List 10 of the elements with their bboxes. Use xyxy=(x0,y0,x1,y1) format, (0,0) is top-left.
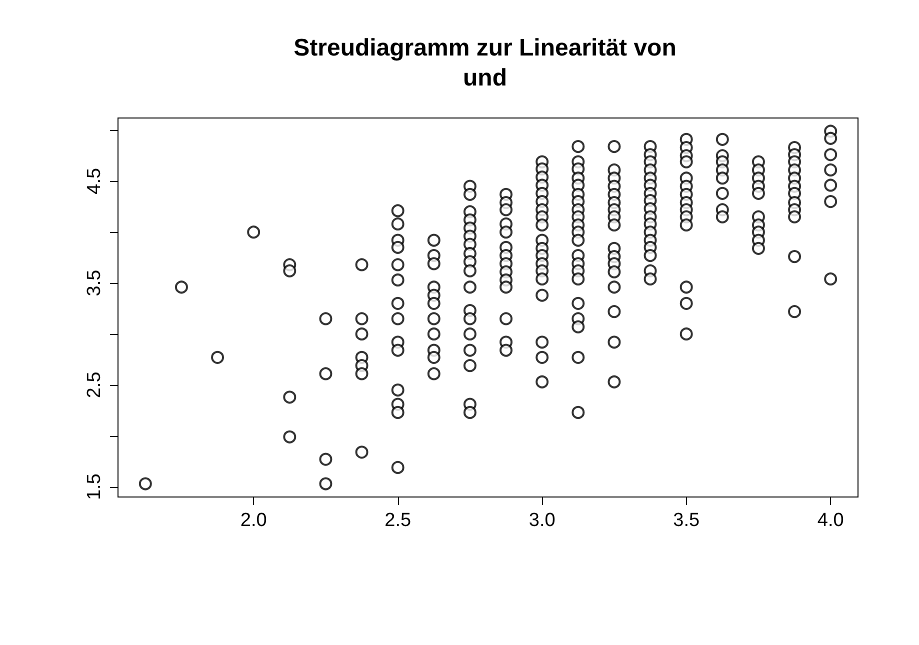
x-tick-label: 4.0 xyxy=(817,510,844,531)
y-tick-label: 3.5 xyxy=(84,270,105,296)
x-tick-label: 3.5 xyxy=(673,510,700,531)
y-tick-label: 4.5 xyxy=(84,168,105,194)
y-tick-label: 1.5 xyxy=(84,474,105,500)
x-tick-label: 3.0 xyxy=(528,510,556,531)
x-tick-label: 2.0 xyxy=(240,510,267,531)
x-tick-label: 2.5 xyxy=(384,510,412,531)
y-tick-label: 2.5 xyxy=(84,372,105,398)
chart-title: Streudiagramm zur Linearität von und xyxy=(294,34,676,92)
